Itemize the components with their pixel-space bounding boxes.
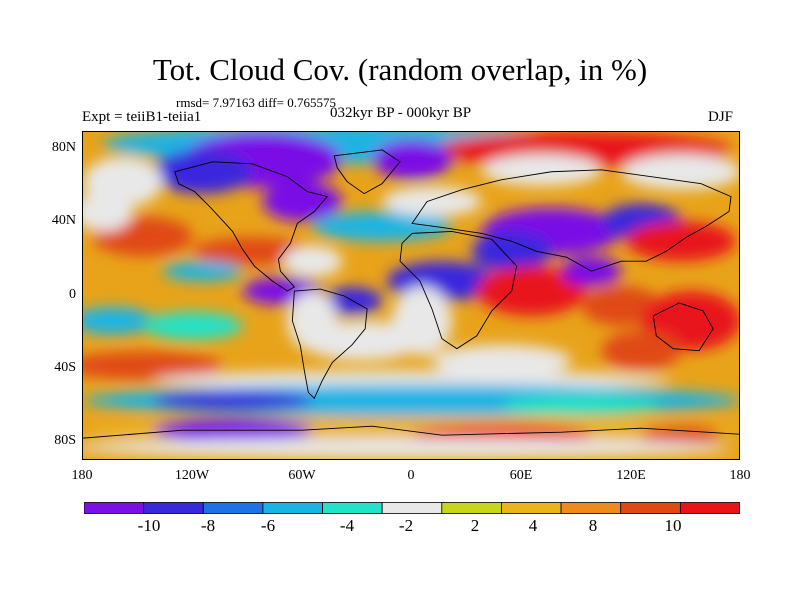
lat-label-0: 0 [69, 287, 76, 302]
colorbar-box [381, 502, 443, 514]
lon-label-180w: 180 [71, 468, 93, 483]
lat-label-80n: 80N [51, 140, 76, 155]
colorbar-label: 8 [588, 516, 598, 535]
experiment-label: Expt = teiiB1-teiia1 [82, 109, 202, 125]
lon-label-120e: 120E [616, 468, 646, 483]
lat-label-40n: 40N [51, 213, 76, 228]
colorbar-label: 10 [664, 516, 682, 535]
lat-label-80s: 80S [54, 433, 76, 448]
colorbar-box [560, 502, 622, 514]
colorbar-box [322, 502, 383, 514]
lon-label-0: 0 [407, 468, 415, 483]
colorbar-box [441, 502, 502, 514]
colorbar-box [84, 502, 145, 514]
colorbar-label: -10 [137, 516, 161, 535]
colorbar-label: -6 [260, 516, 276, 535]
field-blobs [83, 132, 739, 459]
stats-label: rmsd= 7.97163 diff= 0.765575 [176, 95, 336, 110]
colorbar-label: 2 [470, 516, 480, 535]
colorbar-label: -8 [200, 516, 216, 535]
lon-label-120w: 120W [174, 468, 210, 483]
lat-label-40s: 40S [54, 360, 76, 375]
colorbar-box [143, 502, 204, 514]
period-label: 032kyr BP - 000kyr BP [330, 105, 472, 121]
plot-title: Tot. Cloud Cov. (random overlap, in %) [152, 52, 648, 87]
colorbar-label: -4 [339, 516, 355, 535]
colorbar-box [501, 502, 562, 514]
colorbar-box [262, 502, 323, 514]
lon-label-60e: 60E [509, 468, 533, 483]
coastlines [83, 149, 739, 439]
cloud-cover-map [82, 131, 740, 460]
lon-label-180e: 180 [729, 468, 751, 483]
colorbar-box [620, 502, 681, 514]
season-label: DJF [708, 109, 734, 125]
colorbar-box [202, 502, 264, 514]
colorbar [84, 502, 740, 514]
lon-label-60w: 60W [288, 468, 316, 483]
colorbar-label: -2 [398, 516, 414, 535]
colorbar-box [679, 502, 740, 514]
colorbar-label: 4 [528, 516, 538, 535]
